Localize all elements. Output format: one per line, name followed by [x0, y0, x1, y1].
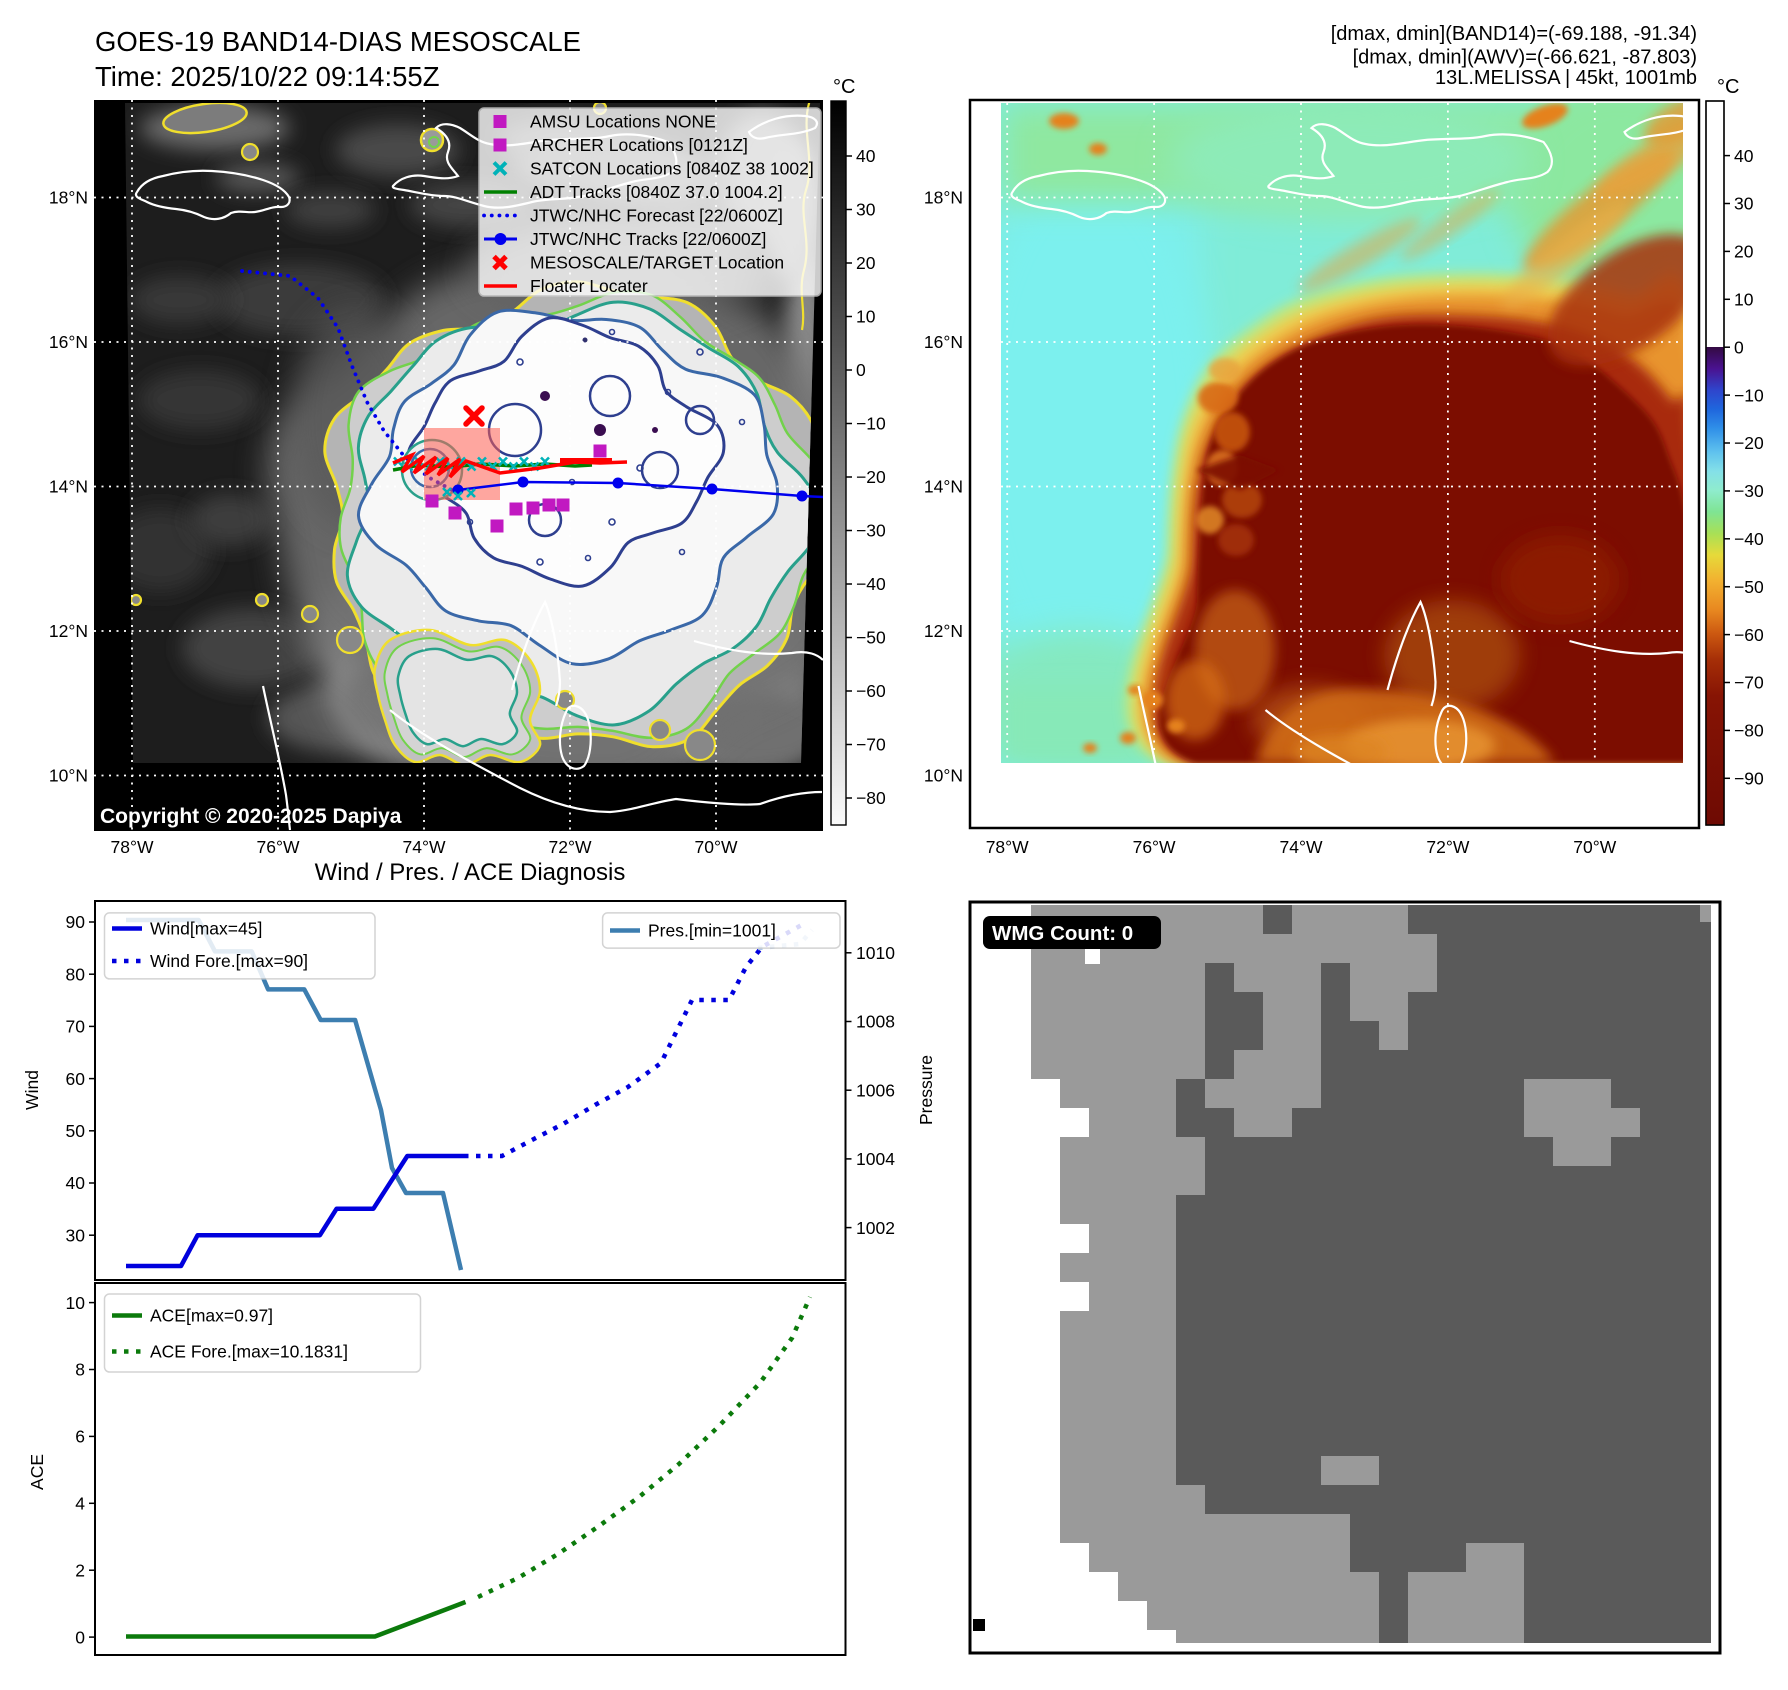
svg-text:−50: −50 [856, 628, 886, 648]
svg-text:−20: −20 [1734, 433, 1764, 453]
svg-text:10°N: 10°N [49, 766, 88, 786]
svg-text:−80: −80 [1734, 721, 1764, 741]
svg-text:76°W: 76°W [1133, 837, 1176, 857]
svg-text:SATCON Locations [0840Z 38 100: SATCON Locations [0840Z 38 1002] [530, 159, 814, 179]
svg-text:Pressure: Pressure [916, 1055, 936, 1125]
svg-text:Wind[max=45]: Wind[max=45] [150, 919, 262, 939]
svg-text:10: 10 [1734, 290, 1754, 310]
svg-text:Wind Fore.[max=90]: Wind Fore.[max=90] [150, 951, 308, 971]
svg-text:1006: 1006 [856, 1080, 895, 1100]
svg-text:6: 6 [75, 1427, 85, 1447]
svg-text:40: 40 [856, 146, 876, 166]
svg-text:Time: 2025/10/22 09:14:55Z: Time: 2025/10/22 09:14:55Z [95, 61, 440, 92]
svg-text:Copyright © 2020-2025 Dapiya: Copyright © 2020-2025 Dapiya [100, 805, 402, 828]
svg-text:−40: −40 [1734, 529, 1764, 549]
svg-text:AMSU Locations NONE: AMSU Locations NONE [530, 112, 716, 132]
svg-text:ADT Tracks [0840Z 37.0 1004.2]: ADT Tracks [0840Z 37.0 1004.2] [530, 182, 783, 202]
svg-text:−80: −80 [856, 788, 886, 808]
svg-text:−20: −20 [856, 467, 886, 487]
svg-text:18°N: 18°N [924, 188, 963, 208]
svg-text:30: 30 [66, 1225, 86, 1245]
svg-text:JTWC/NHC Tracks [22/0600Z]: JTWC/NHC Tracks [22/0600Z] [530, 229, 766, 249]
svg-text:−40: −40 [856, 574, 886, 594]
svg-text:74°W: 74°W [403, 837, 446, 857]
svg-text:ACE: ACE [27, 1454, 47, 1490]
svg-text:1008: 1008 [856, 1012, 895, 1032]
svg-text:ACE Fore.[max=10.1831]: ACE Fore.[max=10.1831] [150, 1342, 348, 1362]
svg-text:0: 0 [75, 1627, 85, 1647]
svg-text:[dmax, dmin](AWV)=(-66.621, -8: [dmax, dmin](AWV)=(-66.621, -87.803) [1353, 47, 1697, 69]
svg-text:GOES-19 BAND14-DIAS MESOSCALE: GOES-19 BAND14-DIAS MESOSCALE [95, 26, 581, 57]
svg-text:14°N: 14°N [924, 477, 963, 497]
svg-text:20: 20 [856, 253, 876, 273]
svg-text:16°N: 16°N [49, 332, 88, 352]
svg-text:70°W: 70°W [695, 837, 738, 857]
svg-text:JTWC/NHC Forecast [22/0600Z]: JTWC/NHC Forecast [22/0600Z] [530, 206, 783, 226]
svg-text:−60: −60 [1734, 625, 1764, 645]
svg-text:30: 30 [1734, 194, 1754, 214]
svg-text:MESOSCALE/TARGET Location: MESOSCALE/TARGET Location [530, 253, 784, 273]
svg-text:30: 30 [856, 200, 876, 220]
svg-text:1004: 1004 [856, 1149, 895, 1169]
svg-text:20: 20 [1734, 242, 1754, 262]
svg-text:50: 50 [66, 1121, 86, 1141]
svg-text:18°N: 18°N [49, 188, 88, 208]
svg-text:10: 10 [856, 307, 876, 327]
svg-text:72°W: 72°W [1426, 837, 1469, 857]
svg-text:1002: 1002 [856, 1218, 895, 1238]
svg-text:74°W: 74°W [1280, 837, 1323, 857]
svg-text:2: 2 [75, 1560, 85, 1580]
svg-text:WMG Count: 0: WMG Count: 0 [992, 922, 1133, 945]
svg-text:40: 40 [66, 1173, 86, 1193]
svg-text:1010: 1010 [856, 943, 895, 963]
svg-text:12°N: 12°N [49, 621, 88, 641]
svg-text:10°N: 10°N [924, 766, 963, 786]
svg-text:°C: °C [833, 76, 855, 98]
svg-text:ACE[max=0.97]: ACE[max=0.97] [150, 1306, 273, 1326]
svg-text:40: 40 [1734, 146, 1754, 166]
svg-text:−50: −50 [1734, 577, 1764, 597]
svg-text:0: 0 [856, 360, 866, 380]
svg-text:16°N: 16°N [924, 332, 963, 352]
svg-text:13L.MELISSA | 45kt, 1001mb: 13L.MELISSA | 45kt, 1001mb [1435, 67, 1697, 89]
svg-text:10: 10 [66, 1293, 86, 1313]
svg-text:76°W: 76°W [257, 837, 300, 857]
svg-text:78°W: 78°W [111, 837, 154, 857]
svg-text:−70: −70 [1734, 673, 1764, 693]
svg-text:70°W: 70°W [1573, 837, 1616, 857]
svg-text:−70: −70 [856, 735, 886, 755]
svg-text:12°N: 12°N [924, 621, 963, 641]
svg-text:60: 60 [66, 1069, 86, 1089]
svg-text:−30: −30 [1734, 481, 1764, 501]
svg-text:8: 8 [75, 1360, 85, 1380]
svg-text:78°W: 78°W [986, 837, 1029, 857]
svg-text:−10: −10 [1734, 385, 1764, 405]
svg-text:14°N: 14°N [49, 477, 88, 497]
svg-text:0: 0 [1734, 337, 1744, 357]
svg-text:−60: −60 [856, 681, 886, 701]
svg-text:−10: −10 [856, 414, 886, 434]
svg-text:ARCHER Locations [0121Z]: ARCHER Locations [0121Z] [530, 135, 748, 155]
svg-text:−90: −90 [1734, 769, 1764, 789]
svg-text:90: 90 [66, 912, 86, 932]
svg-text:Floater Locater: Floater Locater [530, 276, 648, 296]
svg-text:°C: °C [1717, 76, 1739, 98]
svg-text:−30: −30 [856, 521, 886, 541]
svg-text:Pres.[min=1001]: Pres.[min=1001] [648, 921, 776, 941]
svg-text:72°W: 72°W [549, 837, 592, 857]
svg-text:4: 4 [75, 1494, 85, 1514]
svg-text:Wind / Pres. / ACE Diagnosis: Wind / Pres. / ACE Diagnosis [315, 859, 626, 886]
svg-text:70: 70 [66, 1017, 86, 1037]
svg-text:[dmax, dmin](BAND14)=(-69.188,: [dmax, dmin](BAND14)=(-69.188, -91.34) [1331, 23, 1697, 45]
svg-text:Wind: Wind [22, 1070, 42, 1110]
svg-text:80: 80 [66, 964, 86, 984]
